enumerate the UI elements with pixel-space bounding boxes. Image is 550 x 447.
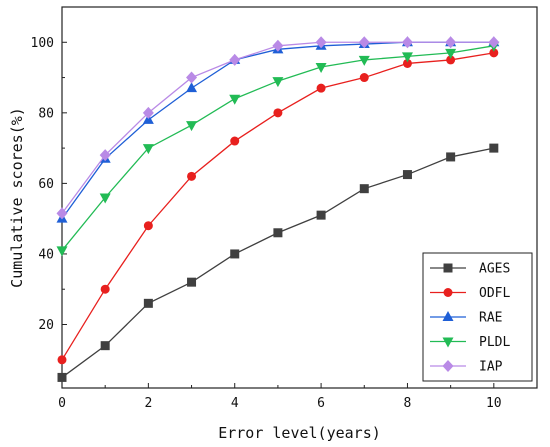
data-point-iap [229,53,241,66]
series-rae [56,36,500,223]
plot-frame [61,6,538,389]
axes: 0 2 4 6 8 10 20 40 60 80 100 [31,6,538,411]
y-tick-label: 20 [38,318,54,333]
legend-marker-pldl [442,337,454,348]
data-point-pldl [445,48,457,59]
series-line-iap [61,41,494,214]
data-point-ages [230,249,240,259]
data-point-pldl [229,94,241,105]
x-tick-label: 0 [58,396,66,411]
data-point-iap [445,36,457,49]
data-point-rae [186,82,198,93]
data-point-iap [488,36,500,49]
legend-label-ages: AGES [479,262,510,277]
legend-label-iap: IAP [479,360,503,375]
data-point-odfl [273,108,283,118]
legend-label-rae: RAE [479,311,502,326]
series-line-rae [61,41,494,220]
data-point-iap [358,36,370,49]
series-layer [56,36,500,382]
data-point-odfl [402,58,412,68]
plot-border [61,6,538,389]
x-tick-label: 8 [404,396,412,411]
legend-item-iap: IAP [430,360,503,375]
data-point-pldl [186,121,198,132]
data-point-ages [187,277,197,287]
legend: AGES ODFL RAE PLDL IAP [422,252,533,382]
data-point-ages [57,372,67,382]
legend-marker-iap [442,360,454,372]
series-line-pldl [61,45,494,251]
data-point-ages [316,210,326,220]
data-point-ages [359,184,369,194]
series-iap [56,36,500,220]
data-point-iap [315,36,327,49]
series-pldl [56,41,500,257]
data-point-odfl [57,355,67,365]
data-point-ages [402,170,412,180]
legend-marker-rae [442,311,454,321]
data-point-odfl [100,284,110,294]
y-tick-label: 60 [38,177,54,192]
data-point-iap [401,36,413,49]
data-point-odfl [316,83,326,93]
y-tick-label: 40 [38,247,54,262]
legend-item-rae: RAE [430,311,502,326]
legend-marker-ages [443,263,453,273]
data-point-pldl [142,144,154,155]
legend-item-ages: AGES [430,262,510,277]
data-point-ages [143,298,153,308]
y-tick-label: 100 [31,36,54,51]
data-point-odfl [187,171,197,181]
x-axis-title: Error level(years) [218,424,381,442]
data-point-odfl [446,55,456,65]
x-tick-label: 2 [144,396,152,411]
x-tick-label: 4 [231,396,239,411]
y-axis-title: Cumulative scores(%) [8,107,26,288]
data-point-iap [186,71,198,84]
data-point-odfl [489,48,499,58]
data-point-pldl [272,77,284,88]
x-tick-label: 10 [486,396,502,411]
legend-item-odfl: ODFL [430,286,510,301]
legend-item-pldl: PLDL [430,335,510,350]
data-point-iap [272,39,284,52]
y-tick-label: 80 [38,106,54,121]
legend-label-pldl: PLDL [479,335,510,350]
data-point-pldl [358,55,370,66]
data-point-iap [56,207,68,220]
x-tick-label: 6 [317,396,325,411]
data-point-iap [142,106,154,119]
series-ages [57,143,499,382]
data-point-pldl [315,62,327,73]
data-point-ages [446,152,456,162]
data-point-ages [100,341,110,351]
data-point-iap [99,149,111,162]
data-point-odfl [359,73,369,83]
data-point-pldl [401,52,413,63]
legend-label-odfl: ODFL [479,286,510,301]
data-point-ages [273,228,283,238]
data-point-rae [142,113,154,124]
data-point-ages [489,143,499,153]
data-point-pldl [56,246,68,257]
data-point-odfl [230,136,240,146]
data-point-odfl [143,221,153,231]
data-point-pldl [99,193,111,204]
legend-marker-odfl [443,288,453,297]
series-odfl [57,48,499,365]
